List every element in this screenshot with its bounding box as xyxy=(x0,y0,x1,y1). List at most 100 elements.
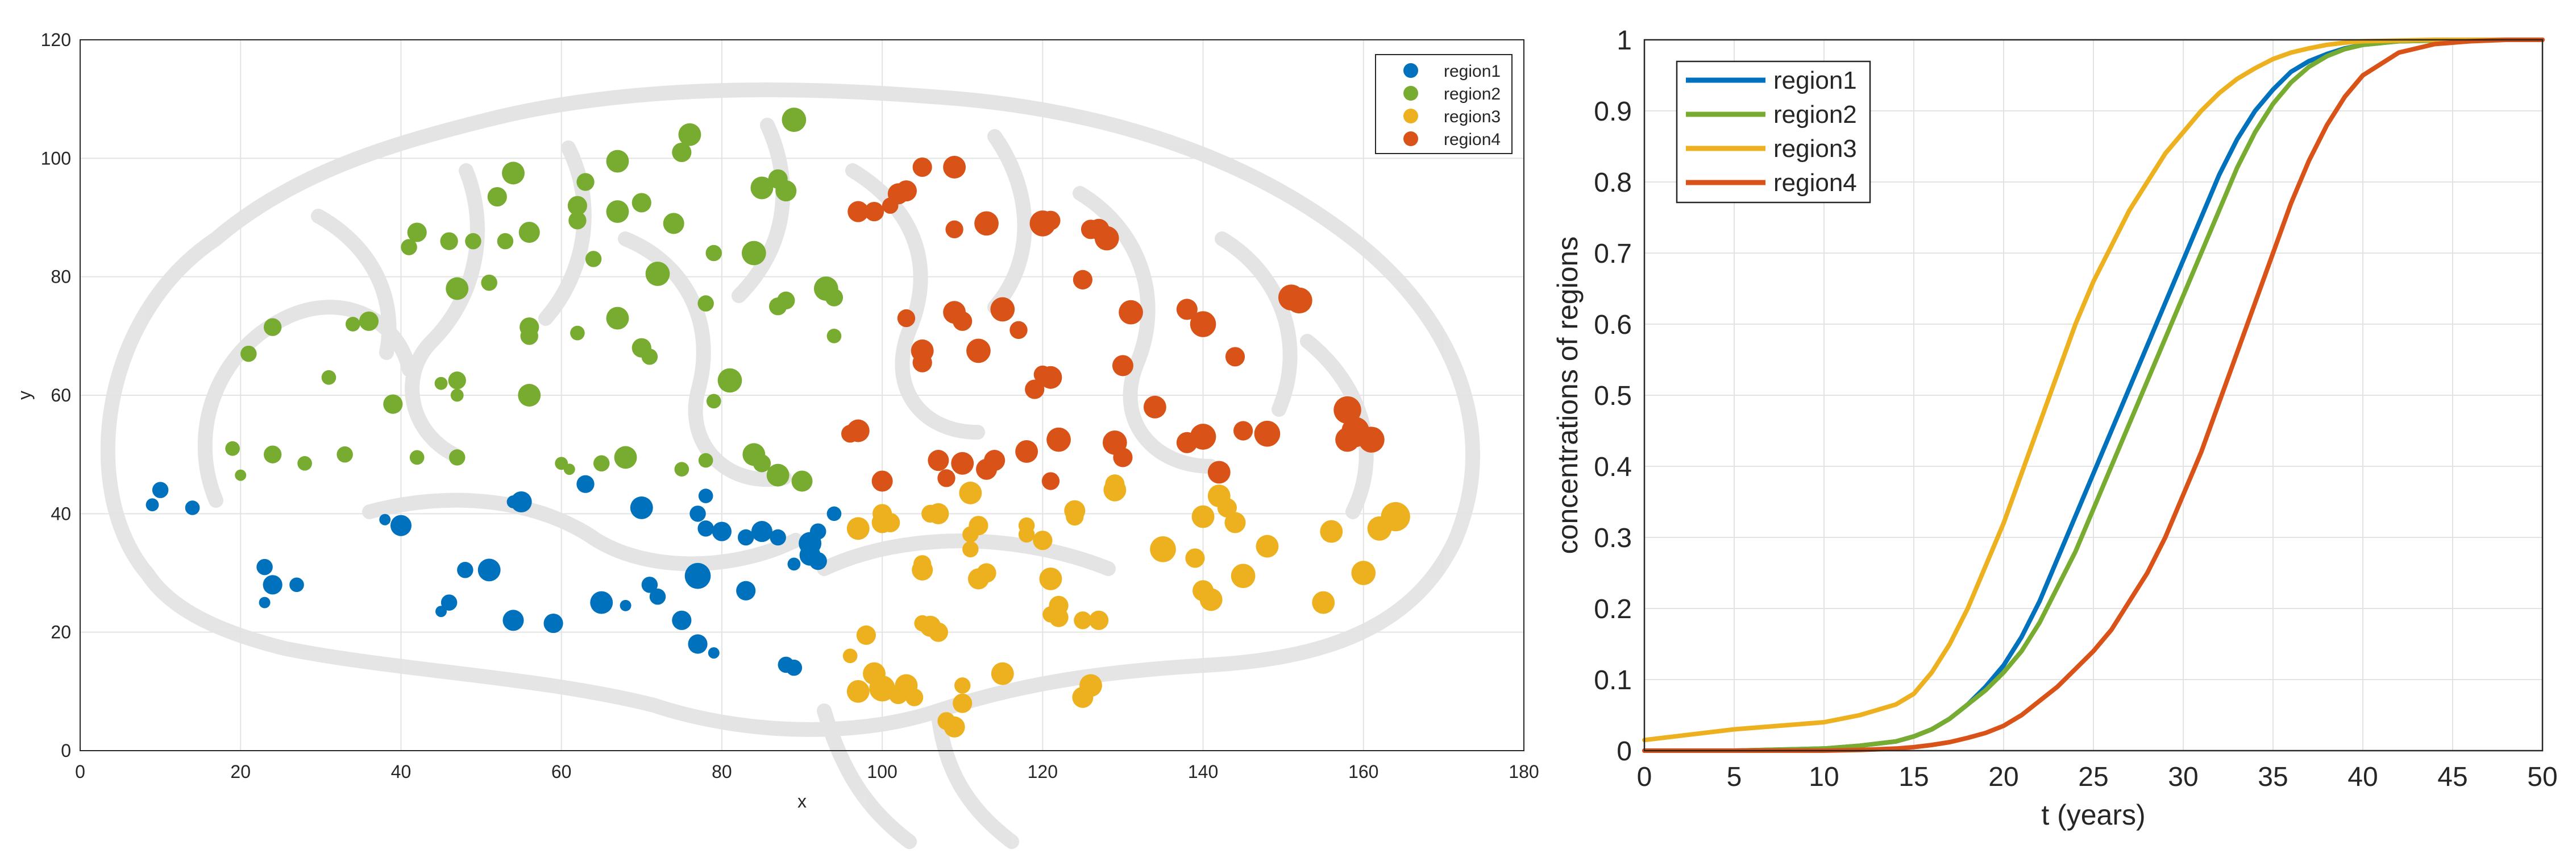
scatter-y-tick: 100 xyxy=(41,148,71,168)
scatter-point xyxy=(737,529,754,546)
scatter-point xyxy=(263,445,282,463)
scatter-point xyxy=(1041,472,1060,490)
scatter-point xyxy=(518,384,541,407)
scatter-point xyxy=(698,488,713,503)
scatter-point xyxy=(345,317,360,332)
scatter-y-tick: 20 xyxy=(51,622,71,643)
scatter-point xyxy=(688,634,708,654)
scatter-point xyxy=(1150,536,1176,562)
scatter-point xyxy=(185,500,200,515)
scatter-point xyxy=(297,456,312,471)
scatter-point xyxy=(895,180,917,202)
scatter-y-tick: 40 xyxy=(51,503,71,524)
scatter-point xyxy=(1312,591,1335,614)
line-series-region2 xyxy=(1642,38,2545,753)
line-x-tick: 35 xyxy=(2258,762,2288,792)
scatter-point xyxy=(1105,474,1125,494)
scatter-point xyxy=(937,469,955,487)
line-x-tick: 5 xyxy=(1727,762,1742,792)
scatter-x-tick: 20 xyxy=(230,761,251,782)
scatter-point xyxy=(945,220,963,239)
scatter-point xyxy=(684,562,711,589)
scatter-point xyxy=(880,512,900,533)
line-y-tick: 0 xyxy=(1617,736,1632,767)
scatter-point xyxy=(766,463,790,487)
scatter-legend-marker xyxy=(1403,63,1418,78)
scatter-point xyxy=(1089,610,1109,630)
scatter-point xyxy=(465,233,481,250)
line-y-tick: 0.1 xyxy=(1594,665,1632,695)
scatter-series-region3 xyxy=(842,474,1410,738)
scatter-point xyxy=(1112,355,1133,376)
scatter-point xyxy=(959,481,982,504)
scatter-point xyxy=(984,450,1006,471)
scatter-point xyxy=(1351,561,1376,585)
line-x-tick: 50 xyxy=(2527,762,2557,792)
scatter-point xyxy=(943,156,966,179)
scatter-point xyxy=(457,562,473,578)
scatter-axes-box xyxy=(80,39,1524,751)
scatter-point xyxy=(321,370,336,385)
scatter-point xyxy=(928,622,948,642)
scatter-point xyxy=(585,251,602,267)
scatter-point xyxy=(736,581,756,601)
scatter-point xyxy=(487,187,507,207)
scatter-point xyxy=(954,677,971,694)
scatter-point xyxy=(1074,611,1092,630)
scatter-point xyxy=(448,449,466,466)
scatter-point xyxy=(1039,366,1062,389)
scatter-point xyxy=(606,150,629,173)
scatter-point xyxy=(953,311,973,331)
scatter-point xyxy=(567,196,587,216)
scatter-point xyxy=(502,610,524,631)
scatter-point xyxy=(953,693,973,713)
scatter-point xyxy=(962,541,979,558)
scatter-point xyxy=(1254,420,1281,447)
scatter-point xyxy=(842,648,858,664)
scatter-point xyxy=(146,498,159,512)
scatter-legend-label: region2 xyxy=(1444,85,1501,103)
line-series-region3 xyxy=(1642,38,2545,743)
line-chart: 0 5 10 15 20 25 30 35 40 45 50 0 0.1 0.2 0.3 0.4 0.5 0.6… xyxy=(1552,26,2558,831)
scatter-point xyxy=(1046,427,1071,452)
line-y-tick: 1 xyxy=(1617,26,1632,56)
scatter-point xyxy=(1286,287,1312,314)
scatter-point xyxy=(750,176,774,200)
scatter-point xyxy=(966,338,991,363)
line-legend-box xyxy=(1676,60,1871,204)
line-x-axis-label: t (years) xyxy=(2041,799,2145,831)
scatter-point xyxy=(434,376,448,390)
scatter-point xyxy=(1049,607,1069,627)
scatter-point xyxy=(401,239,417,255)
scatter-point xyxy=(944,716,965,738)
line-y-tick: 0.7 xyxy=(1594,239,1632,269)
scatter-point xyxy=(235,469,247,481)
scatter-point xyxy=(407,222,427,242)
scatter-point xyxy=(1224,512,1246,533)
scatter-point xyxy=(712,521,732,541)
line-legend-label: region1 xyxy=(1773,67,1857,94)
scatter-point xyxy=(450,388,464,402)
scatter-point xyxy=(897,309,916,328)
scatter-point xyxy=(620,599,631,611)
scatter-point xyxy=(753,454,771,473)
scatter-x-tick: 120 xyxy=(1028,761,1058,782)
scatter-point xyxy=(645,262,670,286)
scatter-point xyxy=(448,371,466,390)
scatter-point xyxy=(1333,396,1361,424)
scatter-x-tick-labels: 0 20 40 60 80 100 120 140 160 180 xyxy=(75,761,1539,782)
scatter-point xyxy=(1113,448,1133,467)
scatter-point xyxy=(1025,379,1045,399)
scatter-point xyxy=(576,475,595,493)
line-y-tick: 0.8 xyxy=(1594,168,1632,198)
scatter-point xyxy=(1225,347,1245,367)
scatter-point xyxy=(1079,674,1102,697)
scatter-point xyxy=(289,577,304,593)
scatter-point xyxy=(614,446,637,469)
scatter-point xyxy=(1207,461,1231,484)
scatter-point xyxy=(240,345,257,362)
scatter-point xyxy=(1358,427,1385,453)
scatter-point xyxy=(502,162,525,185)
scatter-point xyxy=(576,173,595,191)
scatter-point xyxy=(441,594,458,611)
